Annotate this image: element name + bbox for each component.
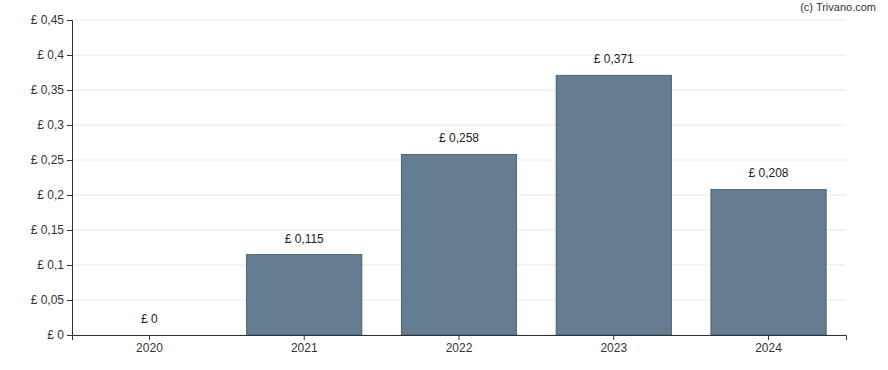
- data-label: £ 0,208: [749, 166, 789, 180]
- data-label: £ 0: [141, 312, 158, 326]
- y-tick-label: £ 0,45: [31, 13, 65, 27]
- x-axis: 2020 2021 2022 2023 2024: [73, 335, 847, 355]
- y-tick: £ 0: [47, 328, 72, 342]
- data-label: £ 0,258: [439, 131, 479, 145]
- x-tick-label: 2022: [446, 341, 473, 355]
- bars: [247, 75, 827, 335]
- y-tick: £ 0,35: [31, 83, 72, 97]
- y-tick-mark: [67, 20, 72, 21]
- x-tick-mark: [149, 335, 150, 340]
- x-tick: 2022: [446, 335, 473, 355]
- y-tick: £ 0,3: [37, 118, 72, 132]
- x-tick-label: 2024: [755, 341, 782, 355]
- y-tick-label: £ 0,15: [31, 223, 65, 237]
- credit: (c) Trivano.com: [800, 1, 876, 13]
- x-tick: 2021: [291, 335, 318, 355]
- x-tick-label: 2020: [136, 341, 163, 355]
- bar: [711, 189, 826, 335]
- bar: [92, 335, 207, 336]
- y-tick-mark: [67, 265, 72, 266]
- y-tick-mark: [67, 90, 72, 91]
- y-tick-label: £ 0: [47, 328, 64, 342]
- plot: £ 0 £ 0,05 £ 0,1 £ 0,15 £ 0,2 £ 0,25 £ 0,3 £ 0,…: [31, 13, 847, 354]
- y-tick: £ 0,1: [37, 258, 72, 272]
- y-tick: £ 0,4: [37, 48, 72, 62]
- grid-line: [72, 90, 846, 91]
- grid-line: [72, 20, 846, 21]
- y-tick: £ 0,05: [31, 293, 72, 307]
- x-tick-mark: [768, 335, 769, 340]
- grid: [72, 20, 846, 335]
- grid-line: [72, 125, 846, 126]
- x-tick-mark: [613, 335, 614, 340]
- bar: [401, 154, 516, 335]
- y-tick-label: £ 0,35: [31, 83, 65, 97]
- y-tick-label: £ 0,2: [37, 188, 64, 202]
- data-labels: £ 0 £ 0,115 £ 0,258 £ 0,371 £ 0,208: [141, 52, 789, 326]
- y-tick-mark: [67, 195, 72, 196]
- y-tick-label: £ 0,4: [37, 48, 64, 62]
- y-tick-mark: [67, 300, 72, 301]
- data-label: £ 0,371: [594, 52, 634, 66]
- y-tick-mark: [67, 125, 72, 126]
- x-tick: 2023: [600, 335, 627, 355]
- x-tick: 2024: [755, 335, 782, 355]
- data-label: £ 0,115: [285, 232, 324, 246]
- grid-line: [72, 55, 846, 56]
- chart: £ 0 £ 0,05 £ 0,1 £ 0,15 £ 0,2 £ 0,25 £ 0,3 £ 0,…: [0, 0, 888, 370]
- x-tick: 2020: [136, 335, 163, 355]
- x-tick-label: 2021: [291, 341, 318, 355]
- y-tick-label: £ 0,05: [31, 293, 65, 307]
- y-tick: £ 0,25: [31, 153, 72, 167]
- x-axis-line: [73, 336, 847, 341]
- y-tick: £ 0,2: [37, 188, 72, 202]
- x-tick-label: 2023: [600, 341, 627, 355]
- y-tick-label: £ 0,25: [31, 153, 65, 167]
- bar: [556, 75, 671, 335]
- y-tick: £ 0,45: [31, 13, 72, 27]
- y-tick: £ 0,15: [31, 223, 72, 237]
- y-tick-mark: [67, 55, 72, 56]
- y-axis: £ 0 £ 0,05 £ 0,1 £ 0,15 £ 0,2 £ 0,25 £ 0,3 £ 0,…: [31, 13, 73, 342]
- y-tick-mark: [67, 335, 72, 336]
- y-axis-line: [67, 21, 73, 336]
- bar: [247, 255, 362, 336]
- y-tick-mark: [67, 160, 72, 161]
- y-tick-label: £ 0,1: [37, 258, 64, 272]
- x-tick-mark: [304, 335, 305, 340]
- x-tick-mark: [459, 335, 460, 340]
- y-tick-mark: [67, 230, 72, 231]
- y-tick-label: £ 0,3: [37, 118, 64, 132]
